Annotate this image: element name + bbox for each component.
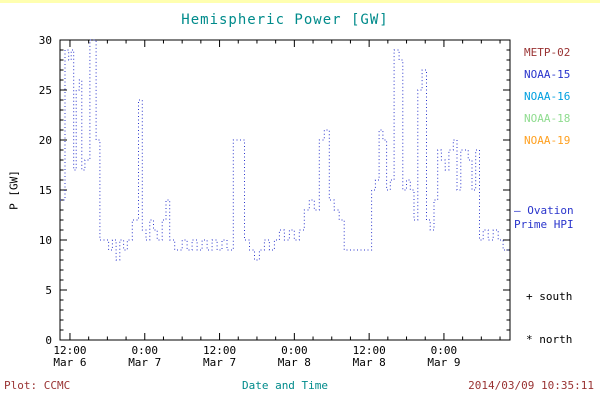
ovation-hpi-line2: Prime HPI — [514, 218, 574, 231]
svg-text:Mar 7: Mar 7 — [128, 356, 161, 369]
svg-text:12:00: 12:00 — [353, 344, 386, 357]
svg-text:20: 20 — [39, 134, 52, 147]
svg-text:15: 15 — [39, 184, 52, 197]
svg-text:0:00: 0:00 — [281, 344, 308, 357]
svg-text:Mar 8: Mar 8 — [353, 356, 386, 369]
legend-item-noaa16: NOAA-16 — [524, 90, 571, 103]
svg-text:25: 25 — [39, 84, 52, 97]
x-axis-label: Date and Time — [241, 379, 329, 392]
ovation-hpi-line1: — Ovation — [514, 204, 574, 217]
hpi-step-line — [60, 39, 510, 261]
plot-frame — [59, 39, 511, 341]
svg-text:5: 5 — [45, 284, 52, 297]
legend-item-noaa15: NOAA-15 — [524, 68, 571, 81]
svg-text:10: 10 — [39, 234, 52, 247]
plot-source-label: Plot: CCMC — [4, 379, 71, 392]
legend: METP-02 NOAA-15 NOAA-16 NOAA-18 NOAA-19 — [524, 42, 570, 152]
top-border — [0, 0, 600, 3]
svg-text:12:00: 12:00 — [53, 344, 86, 357]
svg-text:0:00: 0:00 — [132, 344, 159, 357]
svg-text:Mar 7: Mar 7 — [203, 356, 236, 369]
chart-title: Hemispheric Power [GW] — [181, 12, 389, 28]
legend-item-metp02: METP-02 — [524, 46, 571, 59]
south-marker-label: + south — [526, 290, 573, 303]
svg-text:Mar 8: Mar 8 — [278, 356, 311, 369]
svg-text:0:00: 0:00 — [431, 344, 458, 357]
svg-text:0: 0 — [45, 334, 52, 347]
ovation-hpi-label: — Ovation Prime HPI — [514, 204, 574, 232]
legend-item-noaa19: NOAA-19 — [524, 134, 571, 147]
svg-text:Mar 6: Mar 6 — [53, 356, 86, 369]
north-marker-label: * north — [526, 333, 573, 346]
timestamp-label: 2014/03/09 10:35:11 — [468, 379, 594, 392]
legend-item-noaa18: NOAA-18 — [524, 112, 571, 125]
svg-text:30: 30 — [39, 34, 52, 47]
y-axis-ticks: 0 5 10 15 20 25 30 — [39, 34, 510, 347]
svg-text:Mar 9: Mar 9 — [427, 356, 460, 369]
svg-text:12:00: 12:00 — [203, 344, 236, 357]
